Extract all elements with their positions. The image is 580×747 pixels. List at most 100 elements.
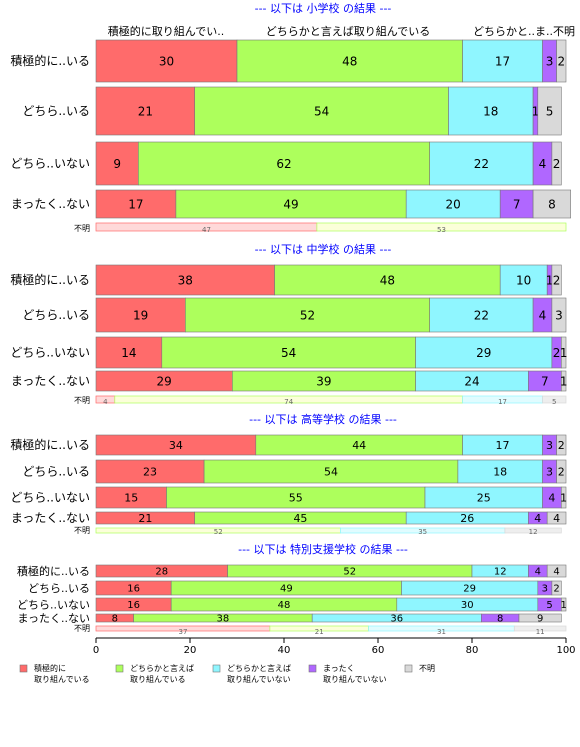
column-header-label: 積極的に取り組んでい.. <box>108 24 224 38</box>
bar-segment <box>138 141 430 186</box>
bar-segment <box>429 297 534 333</box>
bar-segment <box>95 39 238 83</box>
panel-title: --- 以下は 中学校 の結果 --- <box>255 242 392 256</box>
bar-segment <box>185 297 430 333</box>
column-header-label: どちらかと..ま.. <box>473 25 553 38</box>
legend-label: 取り組んでいる <box>130 674 186 684</box>
data-label: 8 <box>112 614 118 625</box>
bar-segment <box>429 141 534 186</box>
bar-segment <box>415 336 553 369</box>
legend-label: 不明 <box>419 664 435 673</box>
unknown-row-label: 不明 <box>74 624 90 633</box>
data-label: 55 <box>289 491 303 504</box>
legend-label: どちらかと言えば <box>227 663 291 673</box>
data-label: 30 <box>159 54 174 68</box>
bar-segment <box>551 264 562 296</box>
bar-segment <box>551 580 562 596</box>
bar-segment <box>405 189 501 219</box>
unknown-row-label: 不明 <box>74 396 90 405</box>
row-label: どちら..いない <box>10 491 90 505</box>
data-label: 4 <box>553 567 559 578</box>
data-label: 54 <box>324 465 338 478</box>
data-label: 2 <box>553 346 561 360</box>
bar-segment <box>161 336 416 369</box>
data-label: 38 <box>217 614 230 625</box>
data-label: 9 <box>113 157 121 171</box>
unknown-data-label: 11 <box>536 628 545 636</box>
row-label: どちら..いない <box>10 346 90 360</box>
data-label: 16 <box>127 584 140 595</box>
row-label: まったく..ない <box>11 374 90 388</box>
data-label: 15 <box>124 491 138 504</box>
unknown-data-label: 4 <box>103 398 108 406</box>
row-label: まったく..ない <box>11 197 90 211</box>
data-label: 22 <box>474 157 489 171</box>
bar-segment <box>95 86 195 136</box>
legend-swatch <box>308 664 317 673</box>
bar-segment <box>546 564 567 578</box>
row-label: どちら..いる <box>22 308 90 322</box>
legend-swatch <box>404 664 413 673</box>
x-tick-label: 20 <box>184 645 197 656</box>
data-label: 17 <box>495 54 510 68</box>
unknown-data-label: 74 <box>284 398 293 406</box>
row-label: まったく..ない <box>11 511 90 525</box>
bar-segment <box>560 336 567 369</box>
x-tick-label: 100 <box>556 645 575 656</box>
data-label: 44 <box>352 439 366 452</box>
data-label: 1 <box>560 491 567 504</box>
data-label: 49 <box>283 197 298 211</box>
x-tick-label: 0 <box>93 645 99 656</box>
data-label: 38 <box>178 273 193 287</box>
data-label: 62 <box>276 157 291 171</box>
data-label: 4 <box>553 512 560 525</box>
data-label: 29 <box>463 584 476 595</box>
column-header-label: どちらかと言えば取り組んでいる <box>266 25 430 38</box>
data-label: 3 <box>546 54 554 68</box>
data-label: 16 <box>127 600 140 611</box>
data-label: 4 <box>534 512 541 525</box>
data-label: 5 <box>546 600 552 611</box>
legend-swatch <box>115 664 124 673</box>
unknown-data-label: 21 <box>315 628 324 636</box>
data-label: 3 <box>546 465 553 478</box>
data-label: 1 <box>532 104 540 118</box>
data-label: 4 <box>539 308 547 322</box>
data-label: 34 <box>169 439 183 452</box>
data-label: 30 <box>461 600 474 611</box>
unknown-data-label: 53 <box>437 226 446 234</box>
data-label: 54 <box>281 346 296 360</box>
row-label: どちら..いる <box>22 465 90 479</box>
data-label: 52 <box>343 567 356 578</box>
data-label: 18 <box>483 104 498 118</box>
bar-segment <box>175 189 407 219</box>
data-label: 1 <box>560 374 568 388</box>
data-label: 1 <box>560 600 566 611</box>
data-label: 2 <box>553 157 561 171</box>
bar-segment <box>532 189 571 219</box>
unknown-bar-segment <box>316 222 567 232</box>
legend-swatch <box>19 664 28 673</box>
data-label: 17 <box>128 197 143 211</box>
bar-segment <box>560 370 567 392</box>
data-label: 22 <box>474 308 489 322</box>
row-label: どちら..いる <box>22 104 90 118</box>
bar-segment <box>499 189 534 219</box>
bar-segment <box>499 264 548 296</box>
bar-segment <box>95 141 139 186</box>
data-label: 49 <box>280 584 293 595</box>
row-label: どちら..いない <box>17 599 90 612</box>
legend-label: 取り組んでいない <box>227 674 291 684</box>
bar-segment <box>518 613 562 623</box>
unknown-data-label: 17 <box>498 398 507 406</box>
x-tick-label: 40 <box>278 645 291 656</box>
column-header-label: 不明 <box>553 25 575 38</box>
unknown-bar-segment <box>513 625 567 632</box>
data-label: 1 <box>560 346 568 360</box>
data-label: 20 <box>446 197 461 211</box>
data-label: 12 <box>494 567 507 578</box>
data-label: 26 <box>460 512 474 525</box>
unknown-data-label: 47 <box>202 226 211 234</box>
data-label: 21 <box>138 512 152 525</box>
data-label: 52 <box>300 308 315 322</box>
